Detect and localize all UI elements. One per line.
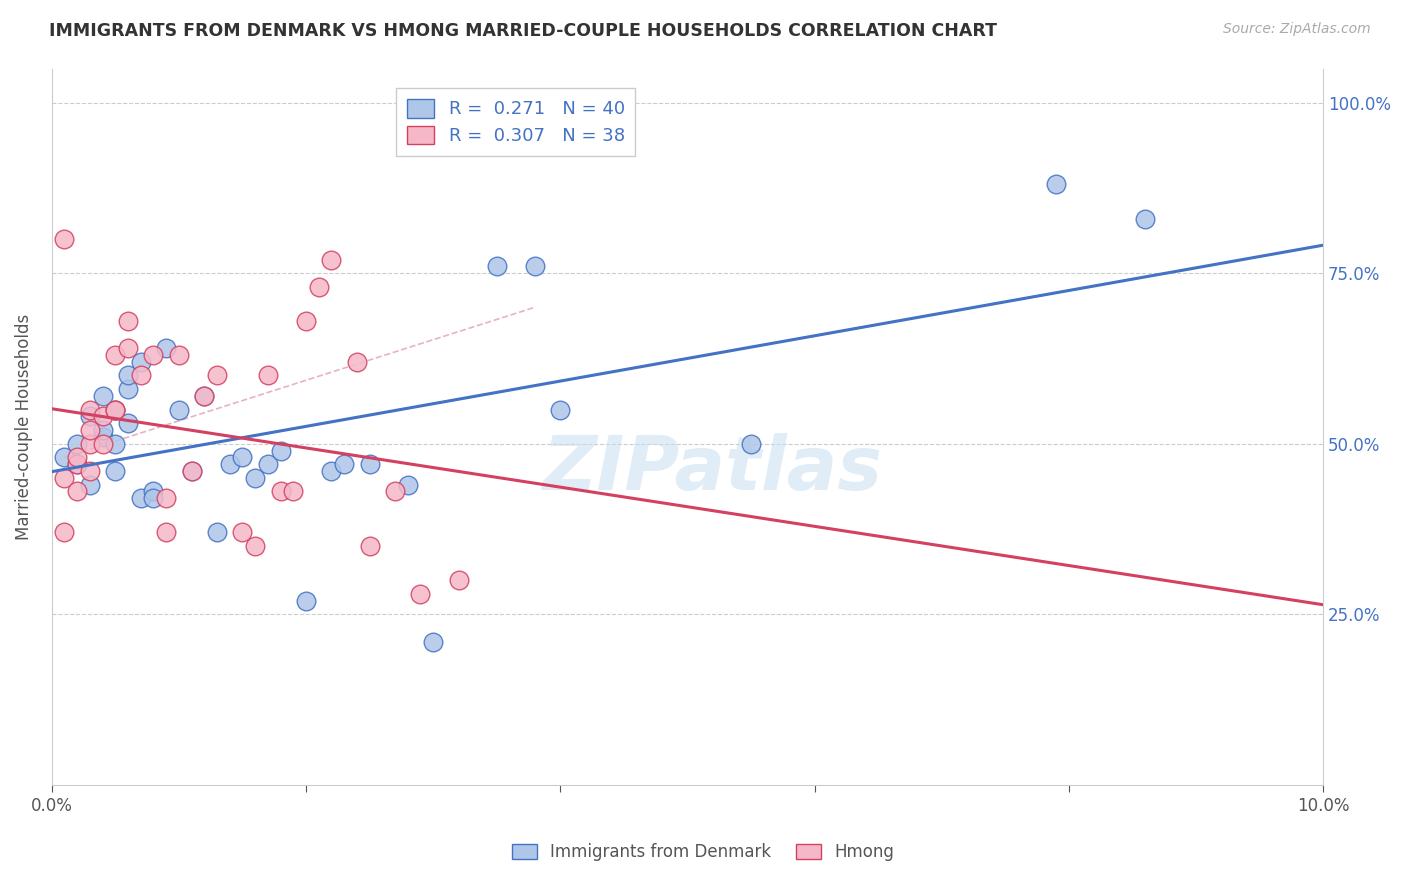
Point (359, 457, 381, 471)
Point (117, 341, 139, 355)
Point (104, 436, 127, 450)
Point (243, 471, 266, 485)
Point (142, 348, 165, 362)
Point (180, 464, 202, 478)
Point (91, 409, 114, 424)
Point (66, 484, 89, 499)
Point (79, 409, 101, 424)
Point (91, 436, 114, 450)
Point (321, 464, 343, 478)
Point (321, 252, 343, 267)
Point (257, 457, 280, 471)
Point (91, 430, 114, 444)
Point (129, 355, 152, 369)
Point (91, 389, 114, 403)
Point (104, 402, 127, 417)
Point (270, 443, 292, 458)
Point (91, 423, 114, 437)
Point (295, 593, 318, 607)
Point (550, 402, 572, 417)
Text: Source: ZipAtlas.com: Source: ZipAtlas.com (1223, 22, 1371, 37)
Point (167, 402, 190, 417)
Point (1045, 178, 1067, 192)
Point (79, 477, 101, 491)
Point (193, 389, 215, 403)
Point (155, 341, 177, 355)
Point (66, 436, 89, 450)
Point (1133, 211, 1156, 226)
Point (409, 587, 432, 601)
Point (180, 464, 202, 478)
Point (270, 484, 292, 499)
Point (740, 436, 762, 450)
Point (384, 484, 406, 499)
Point (257, 368, 280, 383)
Point (129, 491, 152, 506)
Point (283, 484, 305, 499)
Point (359, 539, 381, 553)
Point (142, 484, 165, 499)
Point (167, 348, 190, 362)
Point (155, 525, 177, 540)
Point (485, 260, 508, 274)
Point (53, 525, 76, 540)
Point (218, 457, 240, 471)
Point (295, 314, 318, 328)
Point (104, 402, 127, 417)
Point (308, 280, 330, 294)
Point (231, 525, 253, 540)
Point (53, 232, 76, 246)
Point (53, 471, 76, 485)
Point (205, 368, 228, 383)
Point (66, 450, 89, 465)
Point (205, 525, 228, 540)
Point (523, 260, 546, 274)
Point (79, 402, 101, 417)
Y-axis label: Married-couple Households: Married-couple Households (15, 313, 32, 540)
Point (346, 355, 368, 369)
Point (117, 314, 139, 328)
Legend: R =  0.271   N = 40, R =  0.307   N = 38: R = 0.271 N = 40, R = 0.307 N = 38 (396, 88, 636, 156)
Point (104, 464, 127, 478)
Point (117, 382, 139, 396)
Point (422, 634, 444, 648)
Legend: Immigrants from Denmark, Hmong: Immigrants from Denmark, Hmong (505, 837, 901, 868)
Point (193, 389, 215, 403)
Point (79, 464, 101, 478)
Text: ZIPatlas: ZIPatlas (543, 434, 883, 506)
Point (333, 457, 356, 471)
Point (79, 436, 101, 450)
Point (104, 348, 127, 362)
Point (142, 491, 165, 506)
Point (447, 573, 470, 587)
Text: IMMIGRANTS FROM DENMARK VS HMONG MARRIED-COUPLE HOUSEHOLDS CORRELATION CHART: IMMIGRANTS FROM DENMARK VS HMONG MARRIED… (49, 22, 997, 40)
Point (53, 450, 76, 465)
Point (117, 368, 139, 383)
Point (231, 450, 253, 465)
Point (79, 423, 101, 437)
Point (66, 457, 89, 471)
Point (396, 477, 419, 491)
Point (243, 539, 266, 553)
Point (117, 416, 139, 430)
Point (129, 368, 152, 383)
Point (155, 491, 177, 506)
Point (66, 457, 89, 471)
Point (104, 402, 127, 417)
